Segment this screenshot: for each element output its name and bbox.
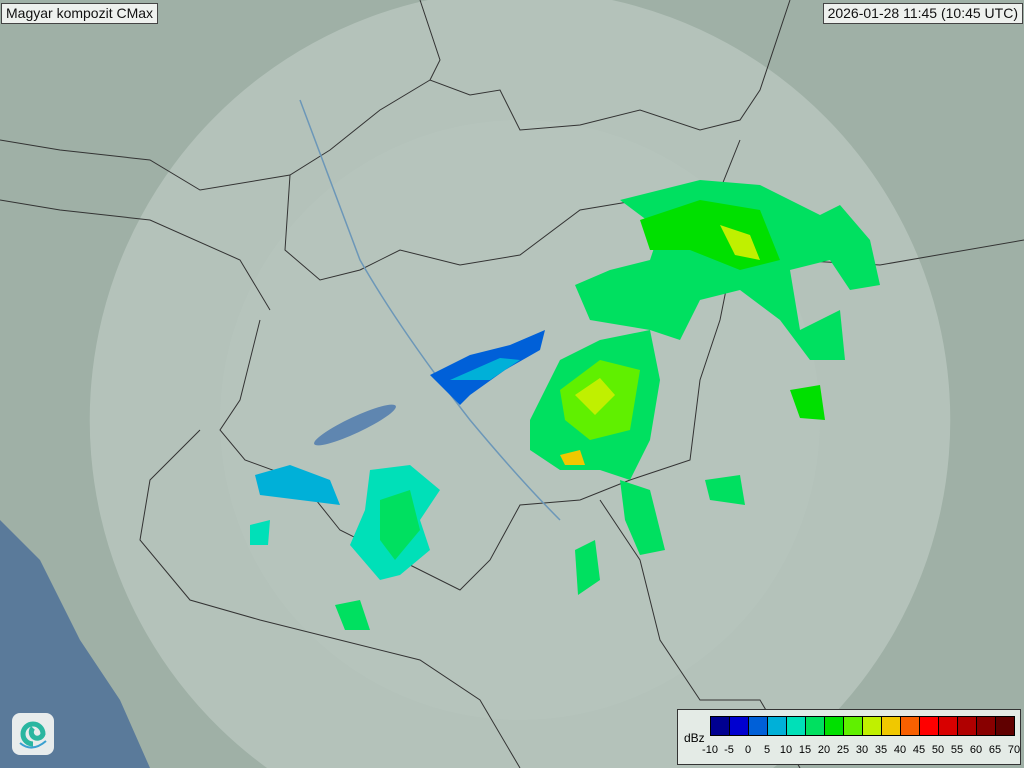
legend-swatch [901, 717, 920, 735]
legend-unit: dBz [684, 731, 705, 745]
legend-swatch [711, 717, 730, 735]
legend-tick-label: 70 [1007, 744, 1021, 756]
legend-swatch [787, 717, 806, 735]
radar-echoes [250, 180, 880, 630]
legend-tick-label: 5 [763, 744, 771, 756]
dbz-legend: dBz -10 -5 0 5 10 15 20 25 30 35 40 45 50 55 60 65 70 [677, 709, 1021, 765]
legend-tick-label: 35 [874, 744, 888, 756]
legend-swatch [977, 717, 996, 735]
river-danube [299, 99, 561, 521]
legend-tick-label: -10 [702, 744, 718, 756]
adriatic-sea [0, 520, 150, 768]
legend-tick-label: 0 [744, 744, 752, 756]
product-title: Magyar kompozit CMax [1, 3, 159, 24]
timestamp: 2026-01-28 11:45 (10:45 UTC) [822, 3, 1023, 24]
legend-swatch [844, 717, 863, 735]
legend-swatch [749, 717, 768, 735]
legend-tick-label: 25 [836, 744, 850, 756]
legend-swatch [730, 717, 749, 735]
legend-tick-label: 65 [988, 744, 1002, 756]
legend-ticks: -10 -5 0 5 10 15 20 25 30 35 40 45 50 55 60 65 70 [700, 744, 1020, 758]
lake-balaton [314, 404, 396, 446]
legend-tick-label: 60 [969, 744, 983, 756]
legend-swatch [825, 717, 844, 735]
legend-tick-label: -5 [724, 744, 734, 756]
legend-tick-label: 10 [779, 744, 793, 756]
legend-tick-label: 30 [855, 744, 869, 756]
legend-tick-label: 50 [931, 744, 945, 756]
legend-swatch [958, 717, 977, 735]
legend-swatch [806, 717, 825, 735]
legend-swatch [920, 717, 939, 735]
legend-tick-label: 40 [893, 744, 907, 756]
legend-tick-label: 45 [912, 744, 926, 756]
legend-swatches [710, 716, 1015, 736]
legend-swatch [996, 717, 1014, 735]
legend-tick-label: 15 [798, 744, 812, 756]
legend-swatch [939, 717, 958, 735]
legend-swatch [882, 717, 901, 735]
legend-swatch [863, 717, 882, 735]
legend-swatch [768, 717, 787, 735]
legend-tick-label: 55 [950, 744, 964, 756]
legend-tick-label: 20 [817, 744, 831, 756]
spiral-logo-icon [12, 713, 54, 755]
